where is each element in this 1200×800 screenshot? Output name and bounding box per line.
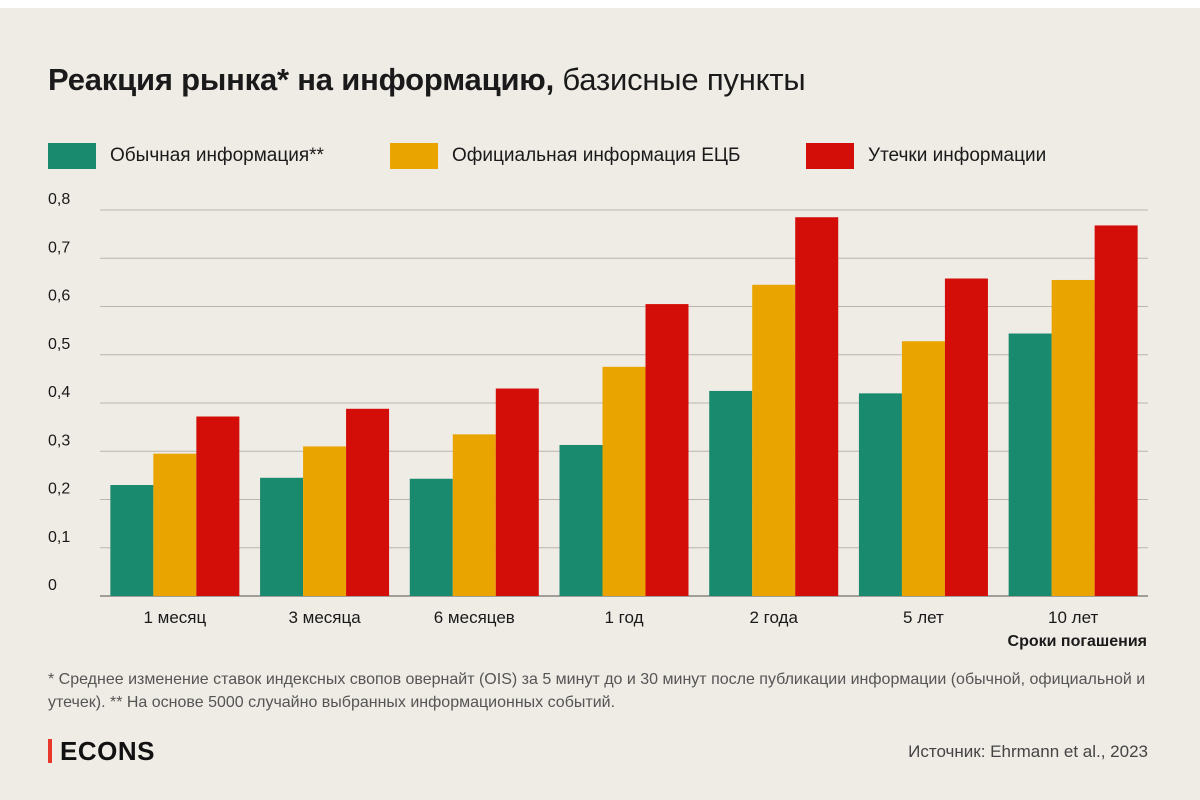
legend-item-leaks: Утечки информации [806, 142, 1046, 170]
bar-regular [1008, 333, 1052, 596]
legend-swatch-ecb [390, 143, 438, 169]
y-tick-label: 0,4 [48, 384, 70, 401]
bar-regular [409, 478, 453, 596]
legend-swatch-regular [48, 143, 96, 169]
x-tick-label: 5 лет [903, 608, 944, 627]
legend-label-leaks: Утечки информации [868, 145, 1047, 166]
axis-labels: 0 0,1 0,2 0,3 0,4 0,5 0,6 0,7 0,8 1 месяц 3 месяца… [48, 191, 1098, 627]
bar-leaks [196, 416, 240, 596]
logo-bar [48, 739, 52, 763]
bar-leaks [645, 304, 689, 596]
source-note: Источник: Ehrmann et al., 2023 [908, 742, 1148, 761]
y-tick-label: 0,5 [48, 336, 70, 353]
bar-leaks [1094, 225, 1138, 596]
logo-text: ECONS [60, 735, 155, 766]
x-tick-label: 1 месяц [143, 608, 206, 627]
bar-leaks [346, 408, 390, 596]
y-tick-label: 0,3 [48, 432, 70, 449]
bar-leaks [944, 278, 988, 596]
footnote: * Среднее изменение ставок индексных сво… [48, 671, 1146, 711]
chart-title-regular: базисные пункты [554, 62, 806, 97]
chart-title-bold: Реакция рынка* на информацию, [48, 62, 554, 97]
legend-swatch-leaks [806, 143, 854, 169]
y-tick-label: 0,6 [48, 288, 70, 305]
y-tick-label: 0,2 [48, 481, 70, 498]
bar-regular [260, 477, 304, 596]
bar-ecb [452, 434, 496, 596]
bar-ecb [752, 284, 796, 596]
bar-ecb [602, 366, 646, 596]
y-tick-label: 0,7 [48, 239, 70, 256]
econs-logo: ECONS [48, 736, 155, 766]
bar-ecb [1051, 279, 1095, 596]
bar-regular [709, 390, 753, 596]
legend: Обычная информация** Официальная информа… [48, 142, 1148, 170]
bar-regular [858, 393, 902, 596]
x-tick-label: 6 месяцев [434, 608, 515, 627]
chart-title: Реакция рынка* на информацию, базисные п… [48, 62, 806, 98]
x-tick-label: 2 года [749, 608, 798, 627]
bar-regular [559, 444, 603, 596]
bar-leaks [795, 217, 839, 597]
bars [110, 217, 1138, 597]
legend-item-regular: Обычная информация** [48, 142, 324, 170]
y-tick-label: 0,8 [48, 191, 70, 208]
bar-ecb [303, 446, 347, 596]
y-tick-label: 0,1 [48, 529, 70, 546]
bar-leaks [495, 388, 539, 596]
legend-label-regular: Обычная информация** [110, 145, 324, 166]
top-band [0, 0, 1200, 8]
x-tick-label: 10 лет [1048, 608, 1098, 627]
x-tick-label: 3 месяца [288, 608, 361, 627]
bar-ecb [153, 453, 197, 596]
x-tick-label: 1 год [604, 608, 643, 627]
x-axis-title: Сроки погашения [1008, 633, 1147, 650]
bar-regular [110, 485, 154, 596]
legend-label-ecb: Официальная информация ЕЦБ [452, 145, 741, 166]
legend-item-ecb: Официальная информация ЕЦБ [390, 142, 740, 170]
bar-ecb [901, 341, 945, 596]
y-tick-label: 0 [48, 577, 57, 594]
